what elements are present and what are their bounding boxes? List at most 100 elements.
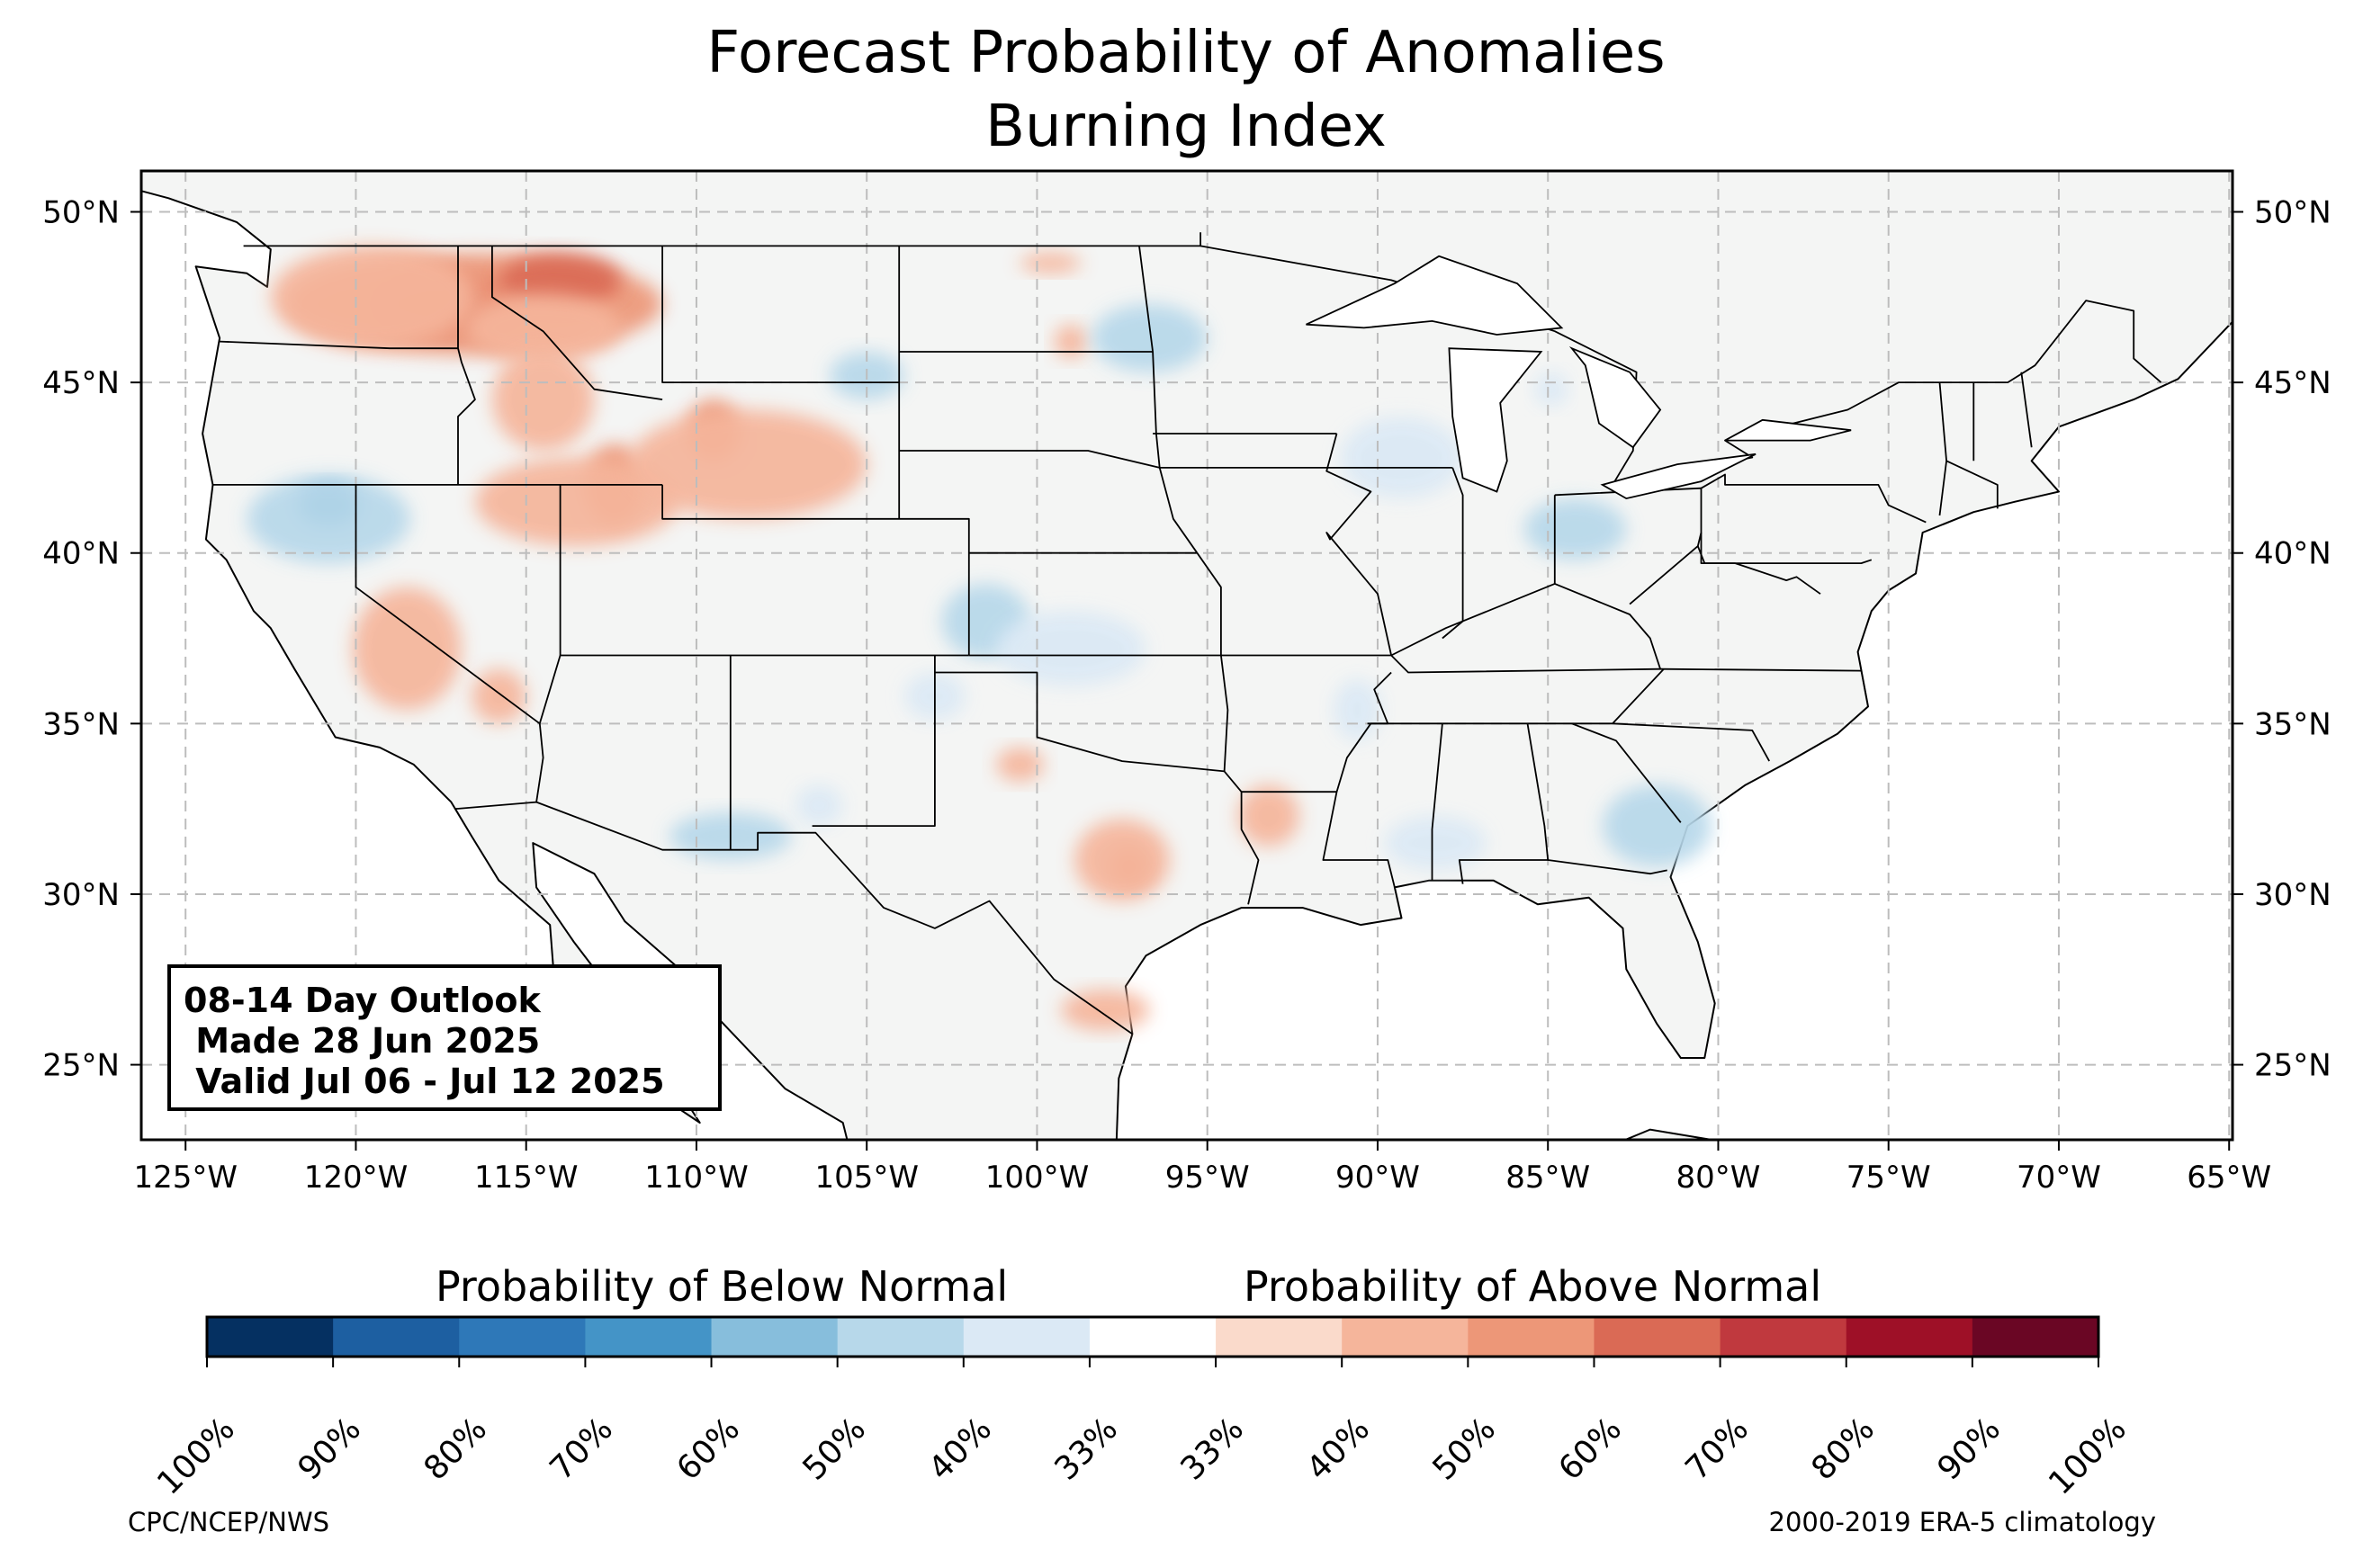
anomaly-region-above (464, 293, 622, 363)
anomaly-region-below (996, 611, 1146, 686)
state-border (1241, 791, 1396, 888)
anomaly-region-below (1340, 417, 1463, 499)
state-border (934, 671, 1260, 905)
state-border (1220, 654, 1862, 674)
longitude-tick-label: 120°W (304, 1160, 409, 1196)
latitude-ticks: 25°N 25°N 30°N 30°N 35°N 35°N 40°N 40°N 45°N 45°N… (42, 195, 2331, 1084)
below-normal-label: Probability of Below Normal (436, 1262, 1009, 1311)
state-border (1945, 460, 1999, 509)
anomaly-region-below (795, 784, 843, 827)
colorbar-swatch (1972, 1317, 2099, 1357)
state-border (661, 484, 1198, 554)
longitude-tick-label: 80°W (1676, 1160, 1761, 1196)
longitude-tick-label: 105°W (814, 1160, 919, 1196)
state-border (899, 450, 1160, 469)
outlook-box: 08-14 Day Outlook Made 28 Jun 2025 Valid… (167, 964, 722, 1111)
colorbar-swatch (459, 1317, 586, 1357)
latitude-tick-label-right: 45°N (2254, 365, 2332, 401)
longitude-tick-label: 90°W (1335, 1160, 1420, 1196)
state-border (1735, 562, 1821, 595)
longitude-tick-label: 125°W (133, 1160, 238, 1196)
anomaly-region-below (1523, 498, 1627, 560)
outlook-made-date: Made 28 Jun 2025 (184, 1021, 541, 1061)
state-border (559, 484, 969, 657)
latitude-tick-label-right: 25°N (2254, 1048, 2332, 1084)
latitude-tick-label-left: 45°N (42, 365, 120, 401)
anomaly-region-below (1602, 784, 1712, 867)
colorbar-swatch (1846, 1317, 1973, 1357)
state-border (812, 655, 936, 827)
colorbar-swatch (585, 1317, 713, 1357)
chart-subtitle: Burning Index (985, 94, 1387, 160)
great-lake (1724, 418, 1852, 442)
colorbar-swatch (1342, 1317, 1469, 1357)
anomaly-region-below (1333, 679, 1381, 741)
map-frame (139, 169, 2234, 1142)
latitude-tick-label-left: 40°N (42, 536, 120, 572)
state-border (661, 246, 900, 383)
colorbar-swatch (837, 1317, 965, 1357)
state-border (1701, 473, 1927, 524)
colorbar-swatch (1720, 1317, 1847, 1357)
state-border (1158, 467, 1199, 554)
state-border (1390, 583, 1661, 669)
latitude-tick-label-left: 25°N (42, 1048, 120, 1084)
state-border (1442, 467, 1464, 640)
agency-credit: CPC/NCEP/NWS (128, 1507, 330, 1537)
anomaly-region-above (491, 348, 595, 451)
state-border (1325, 433, 1392, 656)
anomaly-region-below (1534, 372, 1568, 407)
colorbar-swatch (711, 1317, 839, 1357)
great-lake (1600, 452, 1757, 500)
colorbar-swatch (1594, 1317, 1721, 1357)
state-border (457, 246, 476, 485)
longitude-tick-label: 115°W (474, 1160, 579, 1196)
climatology-credit: 2000-2019 ERA-5 climatology (1768, 1507, 2156, 1537)
anomaly-region-above (628, 409, 867, 519)
colorbar-swatch (963, 1317, 1091, 1357)
state-border (535, 655, 562, 802)
state-border (1571, 722, 1682, 823)
colorbar-swatch (1089, 1317, 1217, 1357)
anomaly-region-above (499, 253, 622, 308)
anomaly-region-above (1020, 253, 1082, 273)
state-border (1367, 668, 1665, 725)
anomaly-region-below (1384, 815, 1487, 871)
state-border (1431, 723, 1443, 881)
outlook-period: 08-14 Day Outlook (184, 981, 541, 1020)
anomaly-region-above (270, 246, 475, 349)
anomaly-region-below (1092, 303, 1208, 372)
anomaly-region-above (1074, 819, 1171, 901)
latitude-tick-label-left: 30°N (42, 877, 120, 913)
great-lake (1306, 255, 1564, 336)
state-border (1613, 722, 1770, 762)
state-border (1138, 246, 1161, 468)
state-border (491, 246, 663, 400)
colorbar-swatch (1216, 1317, 1343, 1357)
longitude-tick-label: 65°W (2187, 1160, 2271, 1196)
anomaly-region-below (247, 474, 411, 564)
state-borders (212, 232, 2162, 1035)
longitude-tick-label: 95°W (1165, 1160, 1250, 1196)
colorbar-swatch (333, 1317, 460, 1357)
latitude-tick-label-left: 35°N (42, 706, 120, 742)
longitude-tick-label: 70°W (2017, 1160, 2101, 1196)
anomaly-region-above (472, 668, 526, 724)
anomaly-region-above (996, 747, 1045, 782)
colorbar-swatch (1468, 1317, 1595, 1357)
great-lake (1568, 346, 1662, 449)
longitude-tick-label: 85°W (1505, 1160, 1590, 1196)
colorbar-swatch (207, 1317, 334, 1357)
state-border (1700, 533, 1873, 564)
above-normal-label: Probability of Above Normal (1244, 1262, 1822, 1311)
latitude-tick-label-left: 50°N (42, 195, 120, 231)
state-border (355, 484, 541, 725)
chart-title: Forecast Probability of Anomalies (706, 20, 1666, 86)
anomaly-region-above (1237, 784, 1299, 847)
longitude-tick-label: 75°W (1846, 1160, 1931, 1196)
state-border (1548, 859, 1667, 875)
latitude-tick-label-right: 40°N (2254, 536, 2332, 572)
longitude-ticks: 125°W 120°W 115°W 110°W 105°W 100°W 95°W 90°W 85… (133, 1140, 2271, 1196)
state-border (1938, 382, 1947, 516)
